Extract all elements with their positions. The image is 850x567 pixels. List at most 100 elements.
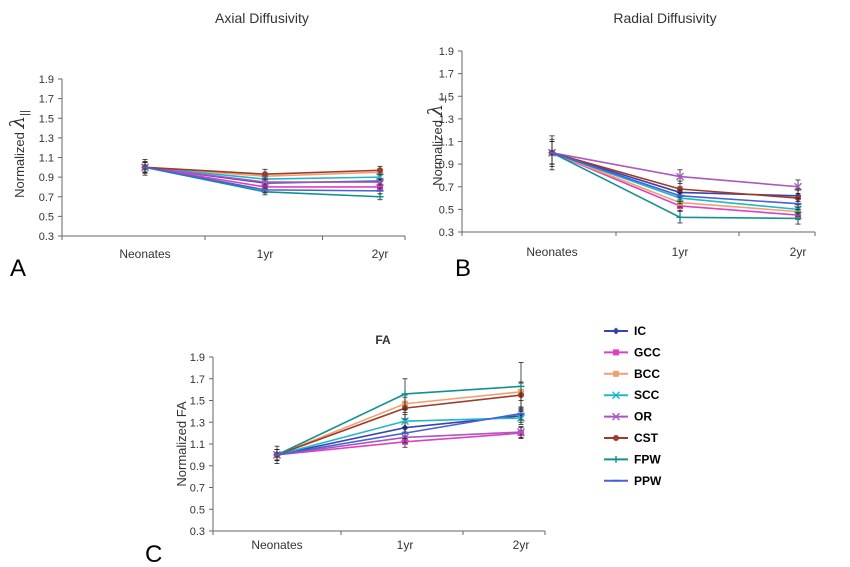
y-tick-label: 1.5	[439, 91, 454, 103]
y-tick-label: 1.9	[439, 46, 454, 58]
y-axis-label-text: Normalized λ||	[5, 110, 31, 198]
y-axis-label-word: Normalized	[430, 116, 445, 185]
legend-item-scc: SCC	[604, 388, 660, 402]
y-tick-label: 0.9	[439, 159, 454, 171]
y-tick-label: 1.3	[190, 417, 205, 429]
legend-marker	[612, 327, 620, 335]
legend-item-fpw: FPW	[604, 452, 661, 466]
legend-marker	[612, 455, 620, 463]
data-point	[376, 178, 384, 187]
data-point	[676, 172, 684, 181]
y-axis-label-text: Normalized FA	[174, 401, 189, 487]
series-gcc	[274, 427, 524, 461]
series-ppw	[548, 141, 802, 210]
series-line	[551, 152, 799, 188]
data-point	[517, 382, 525, 390]
x-tick-label: 1yr	[257, 247, 274, 261]
y-tick-label: 1.5	[190, 396, 205, 408]
chart-panel-c: FA 0.3 0.5 0.7 0.9 1.1 1.3 1.5 1.7 1.9 Neonates 1yr…	[145, 333, 546, 567]
y-tick-label: 0.7	[39, 192, 54, 204]
y-axis-label-text: Normalized λ⊥	[423, 94, 449, 186]
legend-item-gcc: GCC	[604, 345, 661, 359]
legend-marker	[613, 370, 619, 377]
series-or	[273, 426, 525, 461]
y-tick-label: 1.1	[39, 153, 54, 165]
y-tick-label: 1.7	[190, 374, 205, 386]
y-tick-label: 0.5	[190, 504, 205, 516]
legend-label: IC	[634, 324, 646, 338]
series-line	[276, 432, 522, 456]
y-tick-label: 0.5	[439, 204, 454, 216]
y-tick-label: 0.3	[190, 526, 205, 538]
legend-marker	[612, 391, 620, 400]
legend-marker	[613, 349, 619, 356]
chart-panel-a: Axial Diffusivity 0.3 0.5 0.7 0.9 1.1 1.3 1.5 1.…	[5, 10, 406, 282]
legend-item-or: OR	[604, 410, 652, 424]
series-gcc	[549, 141, 801, 220]
data-point	[376, 193, 384, 201]
data-point	[261, 178, 269, 187]
x-tick-label: 2yr	[513, 538, 530, 552]
y-axis-label-word: Normalized	[12, 129, 27, 198]
data-point	[517, 428, 525, 437]
y-axis-label: Normalized λ⊥	[423, 94, 449, 186]
x-tick-label: 2yr	[372, 247, 389, 261]
y-tick-label: 1.5	[39, 113, 54, 125]
legend-item-ppw: PPW	[604, 474, 662, 488]
data-point	[377, 183, 383, 190]
chart-title: Radial Diffusivity	[613, 10, 716, 26]
legend-item-ic: IC	[604, 324, 646, 338]
y-axis-label-symbol: λ	[5, 116, 29, 130]
y-tick-label: 1.3	[39, 133, 54, 145]
x-tick-label: 2yr	[790, 245, 807, 259]
y-tick-label: 1.3	[439, 114, 454, 126]
y-tick-label: 0.7	[190, 483, 205, 495]
legend-label: FPW	[634, 452, 661, 466]
y-axis-label: Normalized FA	[174, 401, 189, 487]
y-axis-label-subscript: ⊥	[437, 94, 449, 104]
x-tick-label: Neonates	[526, 245, 577, 259]
legend-label: BCC	[634, 367, 660, 381]
y-axis-label: Normalized λ||	[5, 110, 31, 198]
legend-label: GCC	[634, 345, 661, 359]
y-tick-label: 1.1	[190, 439, 205, 451]
legend: IC GCC BCC SCC OR CST FPW PPW	[604, 324, 662, 488]
chart-title: FA	[375, 333, 391, 347]
legend-label: OR	[634, 410, 652, 424]
y-axis-label-symbol: λ	[423, 104, 447, 118]
x-tick-label: Neonates	[119, 247, 170, 261]
data-point	[401, 390, 409, 398]
y-tick-label: 0.3	[39, 231, 54, 243]
legend-marker	[613, 435, 619, 441]
y-tick-label: 0.7	[439, 182, 454, 194]
panel-letter: B	[455, 255, 471, 282]
chart-title: Axial Diffusivity	[215, 10, 309, 26]
y-tick-label: 0.3	[439, 227, 454, 239]
x-tick-label: 1yr	[672, 245, 689, 259]
legend-label: SCC	[634, 388, 660, 402]
panel-letter: A	[10, 255, 26, 282]
y-tick-label: 1.7	[439, 69, 454, 81]
y-tick-label: 1.9	[190, 352, 205, 364]
y-tick-label: 0.5	[39, 211, 54, 223]
legend-marker	[612, 412, 620, 421]
series-ppw	[141, 162, 384, 195]
series-ic	[548, 141, 802, 202]
panel-letter: C	[145, 541, 162, 567]
y-tick-label: 0.9	[190, 461, 205, 473]
y-tick-label: 1.9	[39, 74, 54, 86]
y-tick-label: 1.1	[439, 137, 454, 149]
x-tick-label: 1yr	[397, 538, 414, 552]
legend-label: PPW	[634, 474, 662, 488]
legend-item-bcc: BCC	[604, 367, 660, 381]
legend-label: CST	[634, 431, 659, 445]
y-axis-label-subscript: ||	[19, 110, 31, 116]
x-tick-label: Neonates	[251, 538, 302, 552]
chart-panel-b: Radial Diffusivity 0.3 0.5 0.7 0.9 1.1 1.3 1.5 1…	[423, 10, 816, 282]
y-tick-label: 1.7	[39, 94, 54, 106]
data-point	[794, 214, 802, 222]
series-ppw	[273, 406, 525, 461]
data-point	[377, 167, 383, 174]
data-point	[262, 171, 268, 178]
